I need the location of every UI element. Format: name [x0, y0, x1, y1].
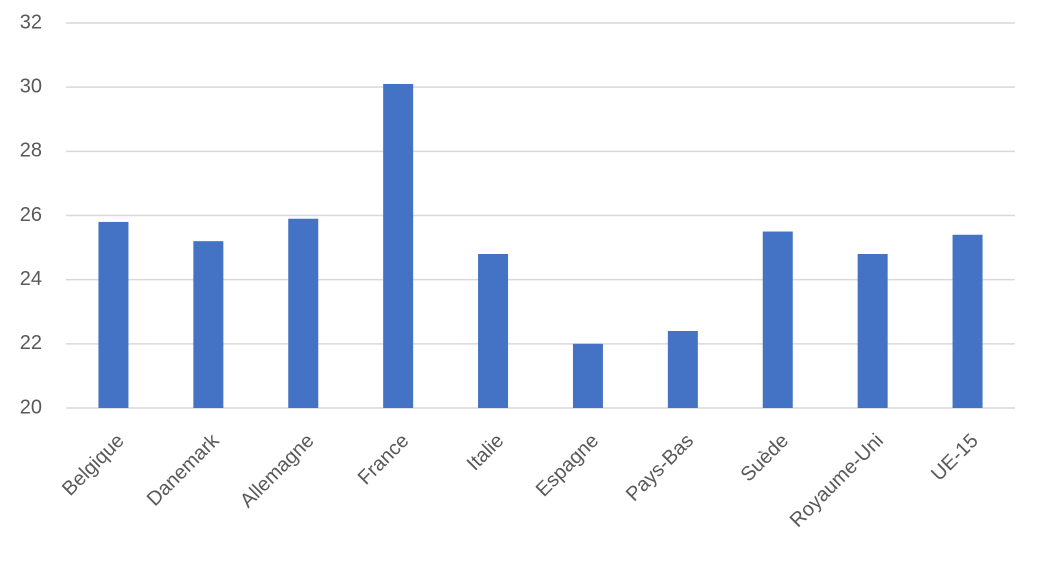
- y-tick-label: 28: [20, 140, 42, 162]
- y-tick-label: 32: [20, 11, 42, 33]
- y-tick-label: 26: [20, 204, 42, 226]
- x-tick-label: Royaume-Uni: [786, 430, 888, 532]
- bar: [952, 234, 983, 408]
- bar: [667, 331, 698, 408]
- bar: [762, 231, 793, 408]
- bar: [98, 221, 129, 408]
- bar: [572, 343, 603, 408]
- x-tick-label: Belgique: [58, 430, 129, 501]
- x-tick-label: Allemagne: [236, 430, 318, 512]
- x-tick-label: France: [354, 430, 414, 490]
- bar: [478, 254, 509, 408]
- bar: [288, 218, 319, 408]
- y-tick-label: 20: [20, 396, 42, 418]
- y-tick-label: 24: [20, 268, 42, 290]
- x-tick-label: Espagne: [532, 430, 603, 501]
- bar: [193, 241, 224, 408]
- x-tick-label: Pays-Bas: [622, 430, 698, 506]
- y-tick-label: 22: [20, 332, 42, 354]
- bar: [857, 254, 888, 408]
- x-tick-label: UE-15: [927, 430, 983, 486]
- bar: [383, 83, 414, 408]
- y-tick-label: 30: [20, 75, 42, 97]
- x-tick-label: Suède: [737, 430, 793, 486]
- x-tick-label: Danemark: [143, 429, 224, 510]
- x-tick-label: Italie: [463, 430, 508, 475]
